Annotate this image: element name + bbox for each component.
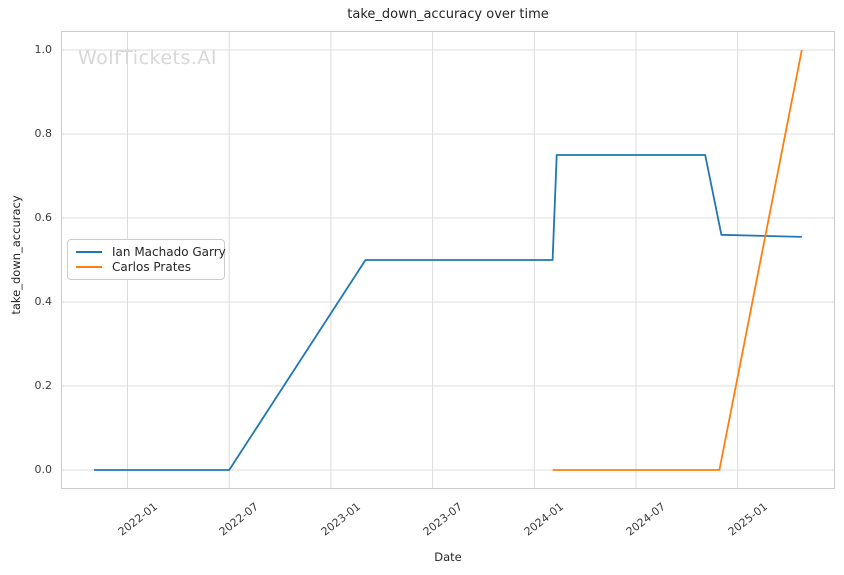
legend-line-swatch bbox=[76, 266, 102, 269]
y-tick-label: 0.8 bbox=[34, 127, 53, 140]
y-axis-label: take_down_accuracy bbox=[9, 195, 23, 315]
y-tick-label: 0.6 bbox=[34, 211, 53, 224]
series-line-carlos-prates bbox=[552, 49, 803, 471]
y-tick-label: 0.2 bbox=[34, 379, 53, 392]
watermark: WolfTickets.AI bbox=[78, 47, 218, 69]
legend-label: Carlos Prates bbox=[112, 260, 192, 275]
plot-border bbox=[61, 31, 835, 489]
legend-item: Carlos Prates bbox=[74, 260, 218, 276]
y-tick-label: 0.4 bbox=[34, 295, 53, 308]
legend-line-swatch bbox=[76, 250, 102, 253]
y-tick-label: 0.0 bbox=[34, 463, 53, 476]
y-tick-label: 1.0 bbox=[34, 43, 53, 56]
series-line-ian-machado-garry bbox=[93, 154, 802, 471]
legend-item: Ian Machado Garry bbox=[74, 244, 226, 260]
legend: Ian Machado Garry Carlos Prates bbox=[67, 239, 226, 280]
x-axis-label: Date bbox=[434, 550, 462, 564]
legend-label: Ian Machado Garry bbox=[112, 244, 226, 259]
chart-title: take_down_accuracy over time bbox=[347, 7, 549, 22]
